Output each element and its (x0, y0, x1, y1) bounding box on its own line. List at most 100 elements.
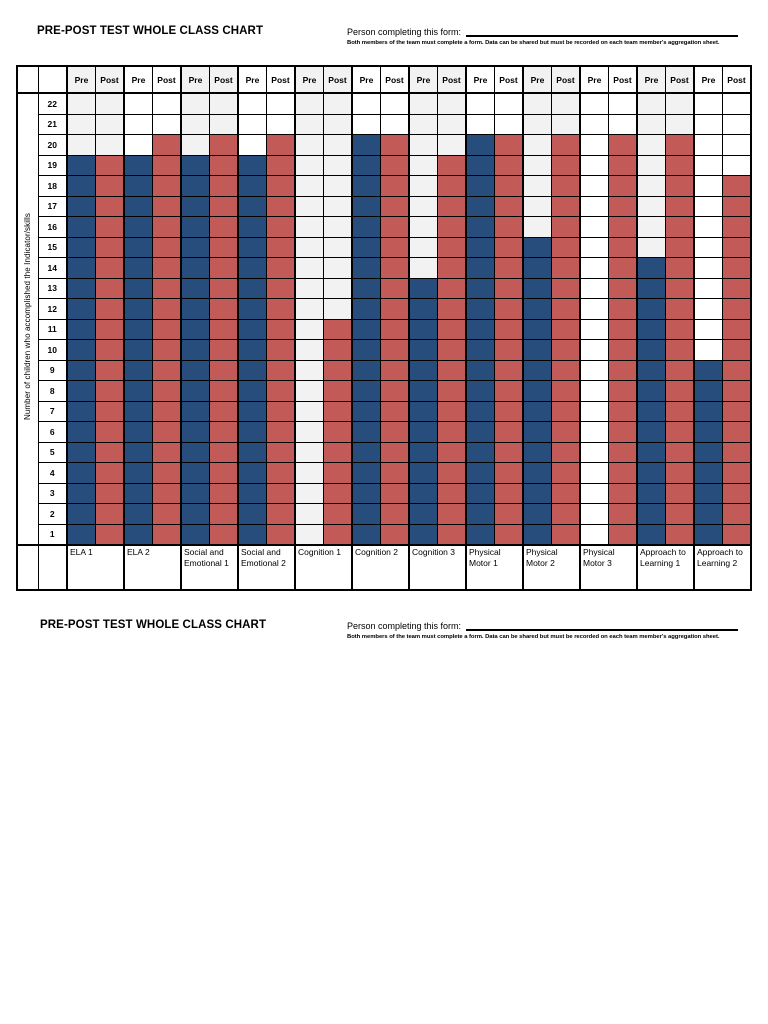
grid-cell (465, 175, 495, 197)
grid-cell (95, 216, 125, 238)
grid-cell (294, 154, 324, 176)
grid-cell (152, 298, 182, 320)
grid-cell (522, 298, 552, 320)
grid-cell (351, 441, 381, 463)
row-number: 14 (37, 257, 68, 279)
grid-cell (665, 523, 695, 546)
grid-cell (522, 421, 552, 443)
grid-cell (351, 113, 381, 135)
grid-cell (465, 339, 495, 361)
grid-cell (551, 421, 581, 443)
grid-cell (323, 92, 353, 115)
grid-cell (608, 482, 638, 504)
grid-cell (209, 236, 239, 258)
grid-cell (551, 113, 581, 135)
grid-cell (494, 359, 524, 381)
grid-cell (266, 236, 296, 258)
grid-cell (380, 175, 410, 197)
grid-cell (494, 92, 524, 115)
row-number: 20 (37, 134, 68, 156)
grid-cell (380, 277, 410, 299)
grid-cell (123, 503, 153, 525)
grid-cell (152, 523, 182, 546)
grid-cell (522, 503, 552, 525)
grid-cell (665, 318, 695, 340)
grid-cell (665, 195, 695, 217)
grid-cell (180, 154, 210, 176)
grid-cell (380, 380, 410, 402)
grid-cell (237, 113, 267, 135)
grid-cell (266, 523, 296, 546)
row-number: 7 (37, 400, 68, 422)
grid-cell (551, 503, 581, 525)
grid-cell (180, 380, 210, 402)
pre-column-header: Pre (123, 65, 153, 94)
grid-cell (209, 523, 239, 546)
grid-cell (437, 421, 467, 443)
grid-cell (636, 175, 666, 197)
row-number: 22 (37, 92, 68, 115)
grid-cell (522, 339, 552, 361)
grid-cell (408, 523, 438, 546)
row-number: 9 (37, 359, 68, 381)
grid-cell (237, 482, 267, 504)
grid-cell (323, 277, 353, 299)
grid-cell (465, 92, 495, 115)
grid-cell (665, 236, 695, 258)
grid-cell (237, 380, 267, 402)
grid-cell (66, 113, 96, 135)
grid-cell (408, 441, 438, 463)
grid-cell (465, 195, 495, 217)
grid-cell (693, 523, 723, 546)
grid-cell (693, 195, 723, 217)
grid-cell (66, 318, 96, 340)
post-column-header: Post (665, 65, 695, 94)
category-label: Approach to Learning 1 (636, 544, 695, 591)
form-note: Both members of the team must complete a… (347, 40, 720, 46)
grid-cell (237, 175, 267, 197)
form-column: Person completing this form: Both member… (347, 26, 738, 46)
grid-cell (636, 318, 666, 340)
grid-cell (579, 441, 609, 463)
grid-cell (722, 298, 752, 320)
grid-cell (722, 134, 752, 156)
grid-cell (323, 216, 353, 238)
grid-cell (437, 134, 467, 156)
grid-cell (66, 195, 96, 217)
grid-cell (66, 277, 96, 299)
grid-cell (380, 113, 410, 135)
grid-cell (408, 421, 438, 443)
grid-cell (123, 195, 153, 217)
grid-cell (522, 113, 552, 135)
grid-cell (408, 257, 438, 279)
grid-cell (323, 236, 353, 258)
grid-cell (123, 257, 153, 279)
grid-cell (351, 523, 381, 546)
grid-cell (294, 523, 324, 546)
grid-cell (722, 175, 752, 197)
grid-cell (351, 257, 381, 279)
category-label: Cognition 3 (408, 544, 467, 591)
grid-cell (494, 134, 524, 156)
grid-cell (665, 462, 695, 484)
row-number: 11 (37, 318, 68, 340)
grid-cell (180, 441, 210, 463)
grid-cell (636, 462, 666, 484)
grid-cell (266, 257, 296, 279)
grid-cell (551, 523, 581, 546)
grid-cell (437, 154, 467, 176)
grid-cell (693, 277, 723, 299)
grid-cell (665, 380, 695, 402)
grid-cell (408, 92, 438, 115)
category-label: Physical Motor 1 (465, 544, 524, 591)
row-number: 12 (37, 298, 68, 320)
grid-cell (693, 236, 723, 258)
grid-cell (380, 339, 410, 361)
grid-cell (551, 482, 581, 504)
pre-post-chart-table: Pre Post Pre Post Pre Post Pre Post Pre Post Pre Po… (16, 65, 752, 591)
grid-cell (722, 154, 752, 176)
grid-cell (551, 462, 581, 484)
grid-cell (579, 359, 609, 381)
grid-cell (123, 113, 153, 135)
grid-cell (152, 257, 182, 279)
